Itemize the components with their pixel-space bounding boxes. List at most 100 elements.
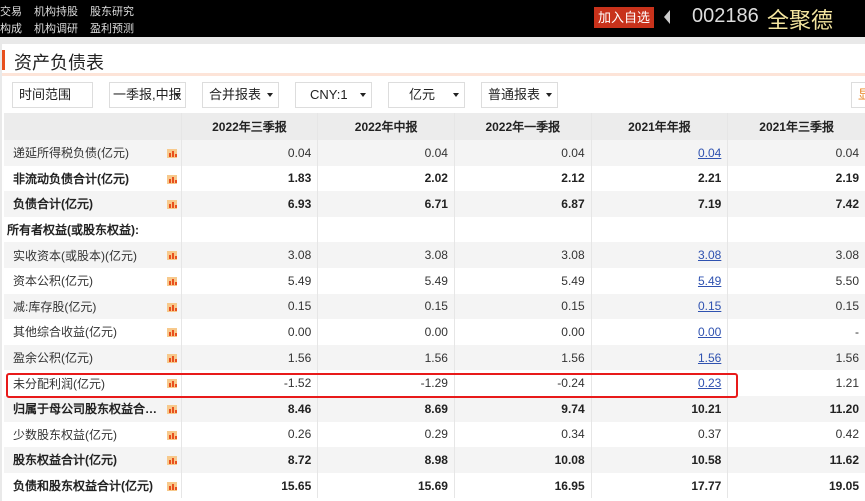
value-cell: 5.49 <box>455 267 592 294</box>
value-text: 0.34 <box>561 427 585 442</box>
add-to-watchlist-button[interactable]: 加入自选 <box>594 7 655 28</box>
report-type-select[interactable]: 合并报表 <box>202 82 279 108</box>
period-select[interactable]: 一季报,中报 <box>109 82 186 108</box>
value-cell: -0.24 <box>455 370 592 396</box>
value-link[interactable]: 3.08 <box>697 248 722 263</box>
value-text: 0.15 <box>835 299 860 314</box>
value-cell: 15.69 <box>318 472 455 499</box>
value-link[interactable]: 0.23 <box>697 376 722 391</box>
value-cell: 2.02 <box>318 165 455 192</box>
currency-select[interactable]: CNY:1 <box>295 82 372 108</box>
value-text: 10.58 <box>691 452 722 467</box>
value-cell: 0.29 <box>318 421 455 448</box>
bar-chart-icon[interactable] <box>166 174 177 184</box>
value-cell: 1.83 <box>182 165 319 192</box>
unit-select[interactable]: 亿元 <box>388 82 465 108</box>
bar-chart-icon[interactable] <box>166 353 177 363</box>
bar-chart-icon[interactable] <box>166 276 177 286</box>
table-row: 盈余公积(亿元) 1.56 1.56 1.56 1.56 1.56 <box>4 344 865 371</box>
bar-chart-icon[interactable] <box>166 456 177 466</box>
column-header[interactable]: 2022年中报 <box>318 113 455 140</box>
value-cell: 0.15 <box>728 294 865 320</box>
value-link[interactable]: 0.00 <box>697 324 722 339</box>
value-text: -1.52 <box>283 376 312 391</box>
row-label-text: 所有者权益(或股东权益): <box>7 223 139 238</box>
table-row: 非流动负债合计(亿元) 1.83 2.02 2.12 2.21 2.19 <box>4 165 865 192</box>
period-value: 一季报,中报 <box>113 87 182 102</box>
value-text: 5.50 <box>835 273 860 288</box>
row-label-text: 资本公积(亿元) <box>13 274 93 289</box>
bar-chart-icon[interactable] <box>166 481 177 491</box>
bar-chart-icon[interactable] <box>166 149 177 158</box>
value-text: 3.08 <box>835 248 860 263</box>
value-cell: 19.05 <box>728 473 865 499</box>
value-text: 2.21 <box>697 171 722 186</box>
value-text: 7.42 <box>835 196 860 211</box>
value-text: 2.02 <box>424 171 448 186</box>
nav-link[interactable]: 股东研究 <box>90 6 134 18</box>
row-label: 所有者权益(或股东权益): <box>4 216 182 243</box>
top-bar: 交易 机构持股 股东研究 构成 机构调研 盈利预测 加入自选 002186 全聚德 <box>0 0 865 37</box>
time-range-label: 时间范围 <box>19 87 72 102</box>
nav-link[interactable]: 交易 <box>0 6 22 18</box>
value-cell: 11.62 <box>728 447 865 473</box>
column-header[interactable]: 2021年三季报 <box>759 120 834 134</box>
value-link[interactable]: 5.49 <box>697 273 722 288</box>
bar-chart-icon[interactable] <box>166 328 177 338</box>
value-text: 1.21 <box>835 376 860 391</box>
value-text: 6.71 <box>424 196 448 211</box>
value-text: 17.77 <box>691 478 722 493</box>
value-text: - <box>855 324 860 339</box>
column-header[interactable]: 2022年三季报 <box>182 113 319 140</box>
bar-chart-icon[interactable] <box>166 430 177 440</box>
value-cell: 9.74 <box>455 395 592 422</box>
value-cell: 0.04 <box>455 140 592 166</box>
nav-link[interactable]: 盈利预测 <box>90 23 134 35</box>
value-cell: 0.15 <box>182 293 319 320</box>
value-cell <box>182 216 319 243</box>
value-cell: 11.20 <box>728 396 865 422</box>
table-row: 实收资本(或股本)(亿元) 3.08 3.08 3.08 3.08 3.08 <box>4 242 865 268</box>
chevron-down-icon <box>453 93 459 97</box>
table-row: 资本公积(亿元) 5.49 5.49 5.49 5.49 5.50 <box>4 267 865 294</box>
time-range-button[interactable]: 时间范围 <box>12 82 93 108</box>
display-button[interactable]: 显 <box>851 82 865 108</box>
bar-chart-icon[interactable] <box>166 379 177 389</box>
value-cell: 7.42 <box>728 191 865 217</box>
bar-chart-icon[interactable] <box>166 251 177 261</box>
value-link[interactable]: 0.04 <box>697 145 722 160</box>
bar-chart-icon[interactable] <box>166 302 177 312</box>
value-text: 10.21 <box>691 401 722 416</box>
value-cell: 0.04 <box>182 140 319 166</box>
bar-chart-icon[interactable] <box>166 404 177 414</box>
caret-left-icon[interactable] <box>664 10 670 24</box>
format-select[interactable]: 普通报表 <box>481 82 558 108</box>
value-cell: 8.69 <box>318 395 455 422</box>
value-text: 8.72 <box>287 452 312 467</box>
row-label-text: 少数股东权益(亿元) <box>13 427 117 442</box>
stock-code: 002186 <box>692 5 759 27</box>
value-text: 0.00 <box>287 324 312 339</box>
value-text: -0.24 <box>557 376 585 391</box>
value-text: 8.69 <box>424 401 448 416</box>
value-cell: 0.00 <box>592 319 729 345</box>
bar-chart-icon[interactable] <box>166 200 177 210</box>
value-cell: 0.15 <box>592 293 729 320</box>
row-label: 非流动负债合计(亿元) <box>4 165 182 192</box>
row-label-text: 减:库存股(亿元) <box>13 299 97 314</box>
value-link[interactable]: 1.56 <box>697 350 722 365</box>
nav-link[interactable]: 机构调研 <box>34 23 78 35</box>
value-text: -1.29 <box>420 376 448 391</box>
value-cell: 3.08 <box>455 242 592 268</box>
chevron-down-icon <box>267 93 273 97</box>
value-text: 5.49 <box>561 273 585 288</box>
value-cell: 0.23 <box>592 370 729 396</box>
row-label-text: 非流动负债合计(亿元) <box>13 171 129 186</box>
column-header[interactable]: 2021年年报 <box>592 113 729 140</box>
column-header[interactable]: 2022年一季报 <box>455 113 592 140</box>
nav-link[interactable]: 机构持股 <box>34 6 78 18</box>
nav-link[interactable]: 构成 <box>0 23 22 35</box>
value-cell: 1.56 <box>728 345 865 371</box>
value-cell: 6.93 <box>182 191 319 217</box>
value-link[interactable]: 0.15 <box>697 299 722 314</box>
